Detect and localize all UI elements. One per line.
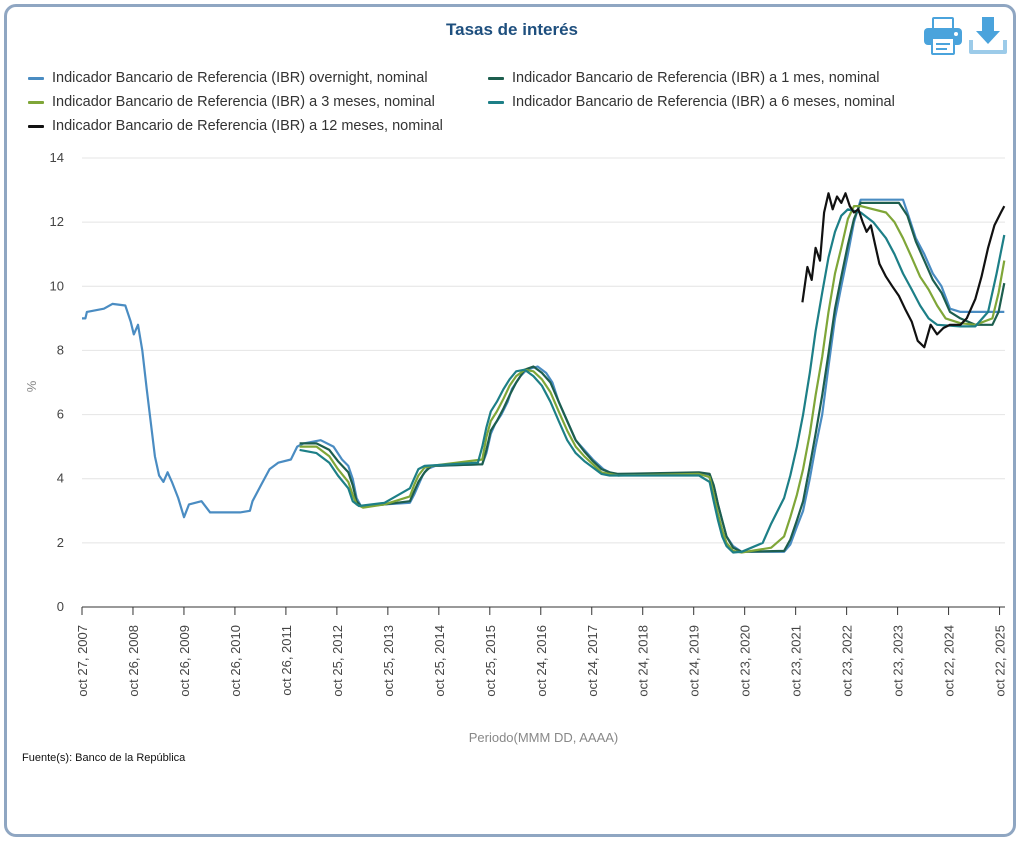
- y-tick-label: 8: [57, 342, 64, 357]
- x-tick-label: oct 24, 2016: [534, 625, 549, 697]
- chart-frame: [4, 4, 1016, 837]
- x-tick-label: oct 24, 2019: [687, 625, 702, 697]
- download-icon: [969, 17, 1007, 54]
- x-tick-label: oct 26, 2011: [279, 625, 294, 696]
- legend-label-overnight: Indicador Bancario de Referencia (IBR) o…: [52, 70, 428, 86]
- x-tick-label: oct 22, 2025: [993, 625, 1008, 697]
- y-axis-title: %: [24, 380, 39, 392]
- x-tick-label: oct 25, 2013: [381, 625, 396, 697]
- y-tick-label: 12: [50, 214, 64, 229]
- x-tick-label: oct 22, 2024: [942, 625, 957, 697]
- x-tick-label: oct 25, 2015: [483, 625, 498, 697]
- x-tick-label: oct 23, 2020: [738, 625, 753, 697]
- print-button[interactable]: [921, 14, 965, 58]
- y-tick-label: 4: [57, 471, 64, 486]
- x-axis: oct 27, 2007 oct 26, 2008 oct 26, 2009 oct …: [75, 606, 1008, 697]
- legend-label-1-mes: Indicador Bancario de Referencia (IBR) a…: [512, 70, 880, 86]
- legend-label-3-meses: Indicador Bancario de Referencia (IBR) a…: [52, 94, 435, 110]
- x-tick-label: oct 23, 2022: [840, 625, 855, 697]
- legend-item-12-meses[interactable]: Indicador Bancario de Referencia (IBR) a…: [28, 118, 443, 134]
- legend-swatch-6-meses: [488, 100, 504, 104]
- y-tick-label: 10: [50, 278, 64, 293]
- legend-item-1-mes[interactable]: Indicador Bancario de Referencia (IBR) a…: [488, 70, 880, 86]
- y-axis: 0 2 4 6 8 10 12 14: [50, 150, 64, 614]
- legend-item-6-meses[interactable]: Indicador Bancario de Referencia (IBR) a…: [488, 94, 895, 110]
- chart-series: [82, 192, 1006, 554]
- chart-title: Tasas de interés: [446, 20, 578, 39]
- legend-swatch-overnight: [28, 76, 44, 80]
- source-note: Fuente(s): Banco de la República: [22, 752, 186, 764]
- chart-legend: Indicador Bancario de Referencia (IBR) o…: [28, 68, 988, 140]
- y-tick-label: 0: [57, 599, 64, 614]
- y-tick-label: 2: [57, 535, 64, 550]
- legend-label-6-meses: Indicador Bancario de Referencia (IBR) a…: [512, 94, 895, 110]
- x-tick-label: oct 25, 2014: [432, 625, 447, 697]
- grid-lines: [82, 157, 1005, 544]
- y-tick-label: 14: [50, 150, 64, 165]
- legend-label-12-meses: Indicador Bancario de Referencia (IBR) a…: [52, 118, 443, 134]
- x-tick-label: oct 26, 2009: [177, 625, 192, 697]
- x-tick-label: oct 24, 2017: [585, 625, 600, 697]
- legend-swatch-12-meses: [28, 124, 44, 128]
- x-tick-label: oct 26, 2010: [228, 625, 243, 697]
- x-tick-label: oct 26, 2008: [126, 625, 141, 697]
- x-tick-label: oct 23, 2021: [789, 625, 804, 697]
- printer-icon: [924, 17, 962, 55]
- x-tick-label: oct 25, 2012: [330, 625, 345, 697]
- x-tick-label: oct 24, 2018: [636, 625, 651, 697]
- x-axis-title: Periodo(MMM DD, AAAA): [469, 730, 619, 745]
- series-line-m1: [299, 201, 1006, 553]
- download-button[interactable]: [966, 14, 1010, 58]
- legend-item-overnight[interactable]: Indicador Bancario de Referencia (IBR) o…: [28, 70, 428, 86]
- legend-swatch-3-meses: [28, 100, 44, 104]
- series-line-m6: [299, 208, 1006, 554]
- legend-item-3-meses[interactable]: Indicador Bancario de Referencia (IBR) a…: [28, 94, 435, 110]
- y-tick-label: 6: [57, 407, 64, 422]
- series-line-m3: [299, 205, 1006, 554]
- series-line-m12: [801, 192, 1006, 349]
- legend-swatch-1-mes: [488, 76, 504, 80]
- x-tick-label: oct 23, 2023: [891, 625, 906, 697]
- x-tick-label: oct 27, 2007: [75, 625, 90, 697]
